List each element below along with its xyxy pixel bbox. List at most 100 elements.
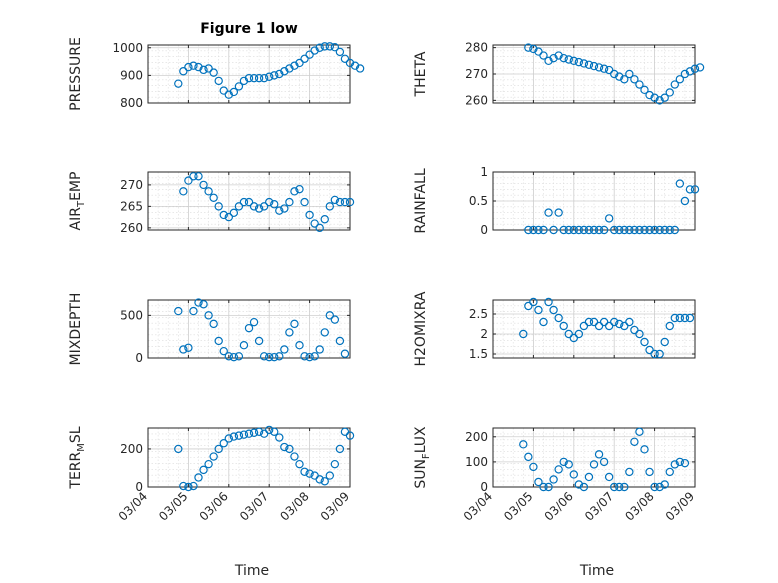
data-point: [589, 61, 599, 71]
data-point: [249, 317, 259, 327]
data-point: [584, 60, 594, 69]
data-point: [179, 481, 188, 491]
data-point: [340, 427, 350, 437]
data-point: [685, 313, 695, 323]
data-point: [204, 459, 213, 469]
data-point: [564, 329, 573, 339]
data-point: [214, 76, 223, 86]
y-axis-label: AIRTEMP: [68, 172, 87, 231]
data-point: [615, 72, 624, 81]
data-point: [219, 346, 228, 356]
x-tick-label: 03/05: [501, 489, 535, 523]
data-point: [234, 202, 244, 211]
data-point: [615, 319, 624, 329]
data-point: [640, 337, 649, 347]
data-point: [290, 319, 299, 329]
data-point: [199, 465, 208, 475]
data-point: [604, 321, 614, 331]
data-point: [295, 459, 304, 469]
data-point: [280, 345, 289, 354]
data-point: [224, 90, 233, 99]
subplot-rainfall: 0 0.5 1 RAINFALL: [413, 165, 700, 237]
data-point: [685, 67, 695, 76]
data-point: [554, 208, 563, 217]
data-point: [660, 337, 669, 347]
data-point: [300, 54, 309, 64]
data-point: [529, 462, 538, 472]
data-point: [604, 214, 614, 223]
data-point: [574, 480, 584, 489]
data-point: [519, 329, 528, 339]
data-point: [345, 58, 355, 68]
data-point: [579, 225, 589, 235]
x-tick-label: 03/08: [277, 489, 311, 523]
data-point: [335, 444, 345, 454]
x-tick-label: 03/05: [156, 489, 190, 523]
data-point: [625, 225, 634, 235]
data-point: [280, 204, 289, 213]
y-tick-label: 2: [480, 327, 488, 341]
data-point: [650, 482, 659, 492]
data-point: [345, 431, 355, 440]
data-point: [254, 73, 264, 83]
data-point: [249, 73, 259, 83]
subplot-mixdepth: 0 500 MIXDEPTH: [68, 293, 351, 365]
data-point: [675, 313, 685, 323]
data-point: [259, 352, 269, 361]
data-point: [534, 47, 543, 56]
data-point: [564, 460, 573, 469]
data-point: [189, 306, 198, 316]
data-point: [174, 444, 183, 454]
subplot-h2omixra: 1.5 2 2.5 H2OMIXRA: [413, 291, 696, 367]
data-point: [305, 50, 314, 59]
data-point: [660, 93, 669, 102]
data-point: [249, 202, 259, 211]
subplot-air-temp: 260 265 270 AIRTEMP: [68, 171, 355, 235]
data-point: [305, 469, 314, 478]
data-point: [630, 325, 639, 335]
y-tick-label: 1000: [112, 41, 143, 55]
data-point: [320, 328, 329, 337]
data-point: [234, 82, 244, 91]
data-point: [630, 75, 639, 84]
data-point: [524, 225, 533, 235]
axes-box: [147, 427, 351, 488]
data-point: [670, 80, 680, 89]
data-point: [184, 176, 193, 185]
data-point: [330, 195, 340, 205]
data-point: [680, 313, 690, 323]
data-point: [665, 88, 674, 97]
y-tick-label: 265: [120, 199, 143, 213]
data-point: [239, 76, 249, 86]
y-tick-label: 0: [135, 480, 143, 494]
data-point: [564, 55, 573, 64]
axes-box: [147, 171, 351, 231]
x-axis-label: Time: [579, 563, 614, 579]
data-point: [270, 71, 279, 80]
data-point: [265, 197, 274, 207]
data-point: [660, 480, 669, 489]
y-tick-label: 0: [480, 480, 488, 494]
x-tick-label: 03/06: [197, 489, 231, 523]
data-point: [579, 482, 589, 492]
x-tick-label: 03/07: [582, 489, 616, 523]
data-point: [620, 482, 629, 492]
data-point: [335, 47, 345, 57]
data-point: [310, 46, 319, 55]
data-point: [670, 225, 680, 235]
data-point: [189, 172, 198, 181]
data-point: [655, 482, 664, 492]
subplot-theta: 260 270 280 THETA: [413, 41, 705, 107]
data-point: [645, 467, 654, 477]
y-axis-label: SUNFLUX: [413, 426, 432, 489]
data-point: [574, 225, 584, 235]
x-tick-label: 03/04: [461, 489, 495, 523]
y-tick-label: 260: [120, 221, 143, 235]
data-point: [544, 482, 553, 492]
data-point: [224, 212, 233, 222]
data-point: [234, 431, 244, 440]
data-point: [199, 300, 208, 309]
data-point: [539, 482, 548, 492]
data-point: [650, 93, 659, 102]
